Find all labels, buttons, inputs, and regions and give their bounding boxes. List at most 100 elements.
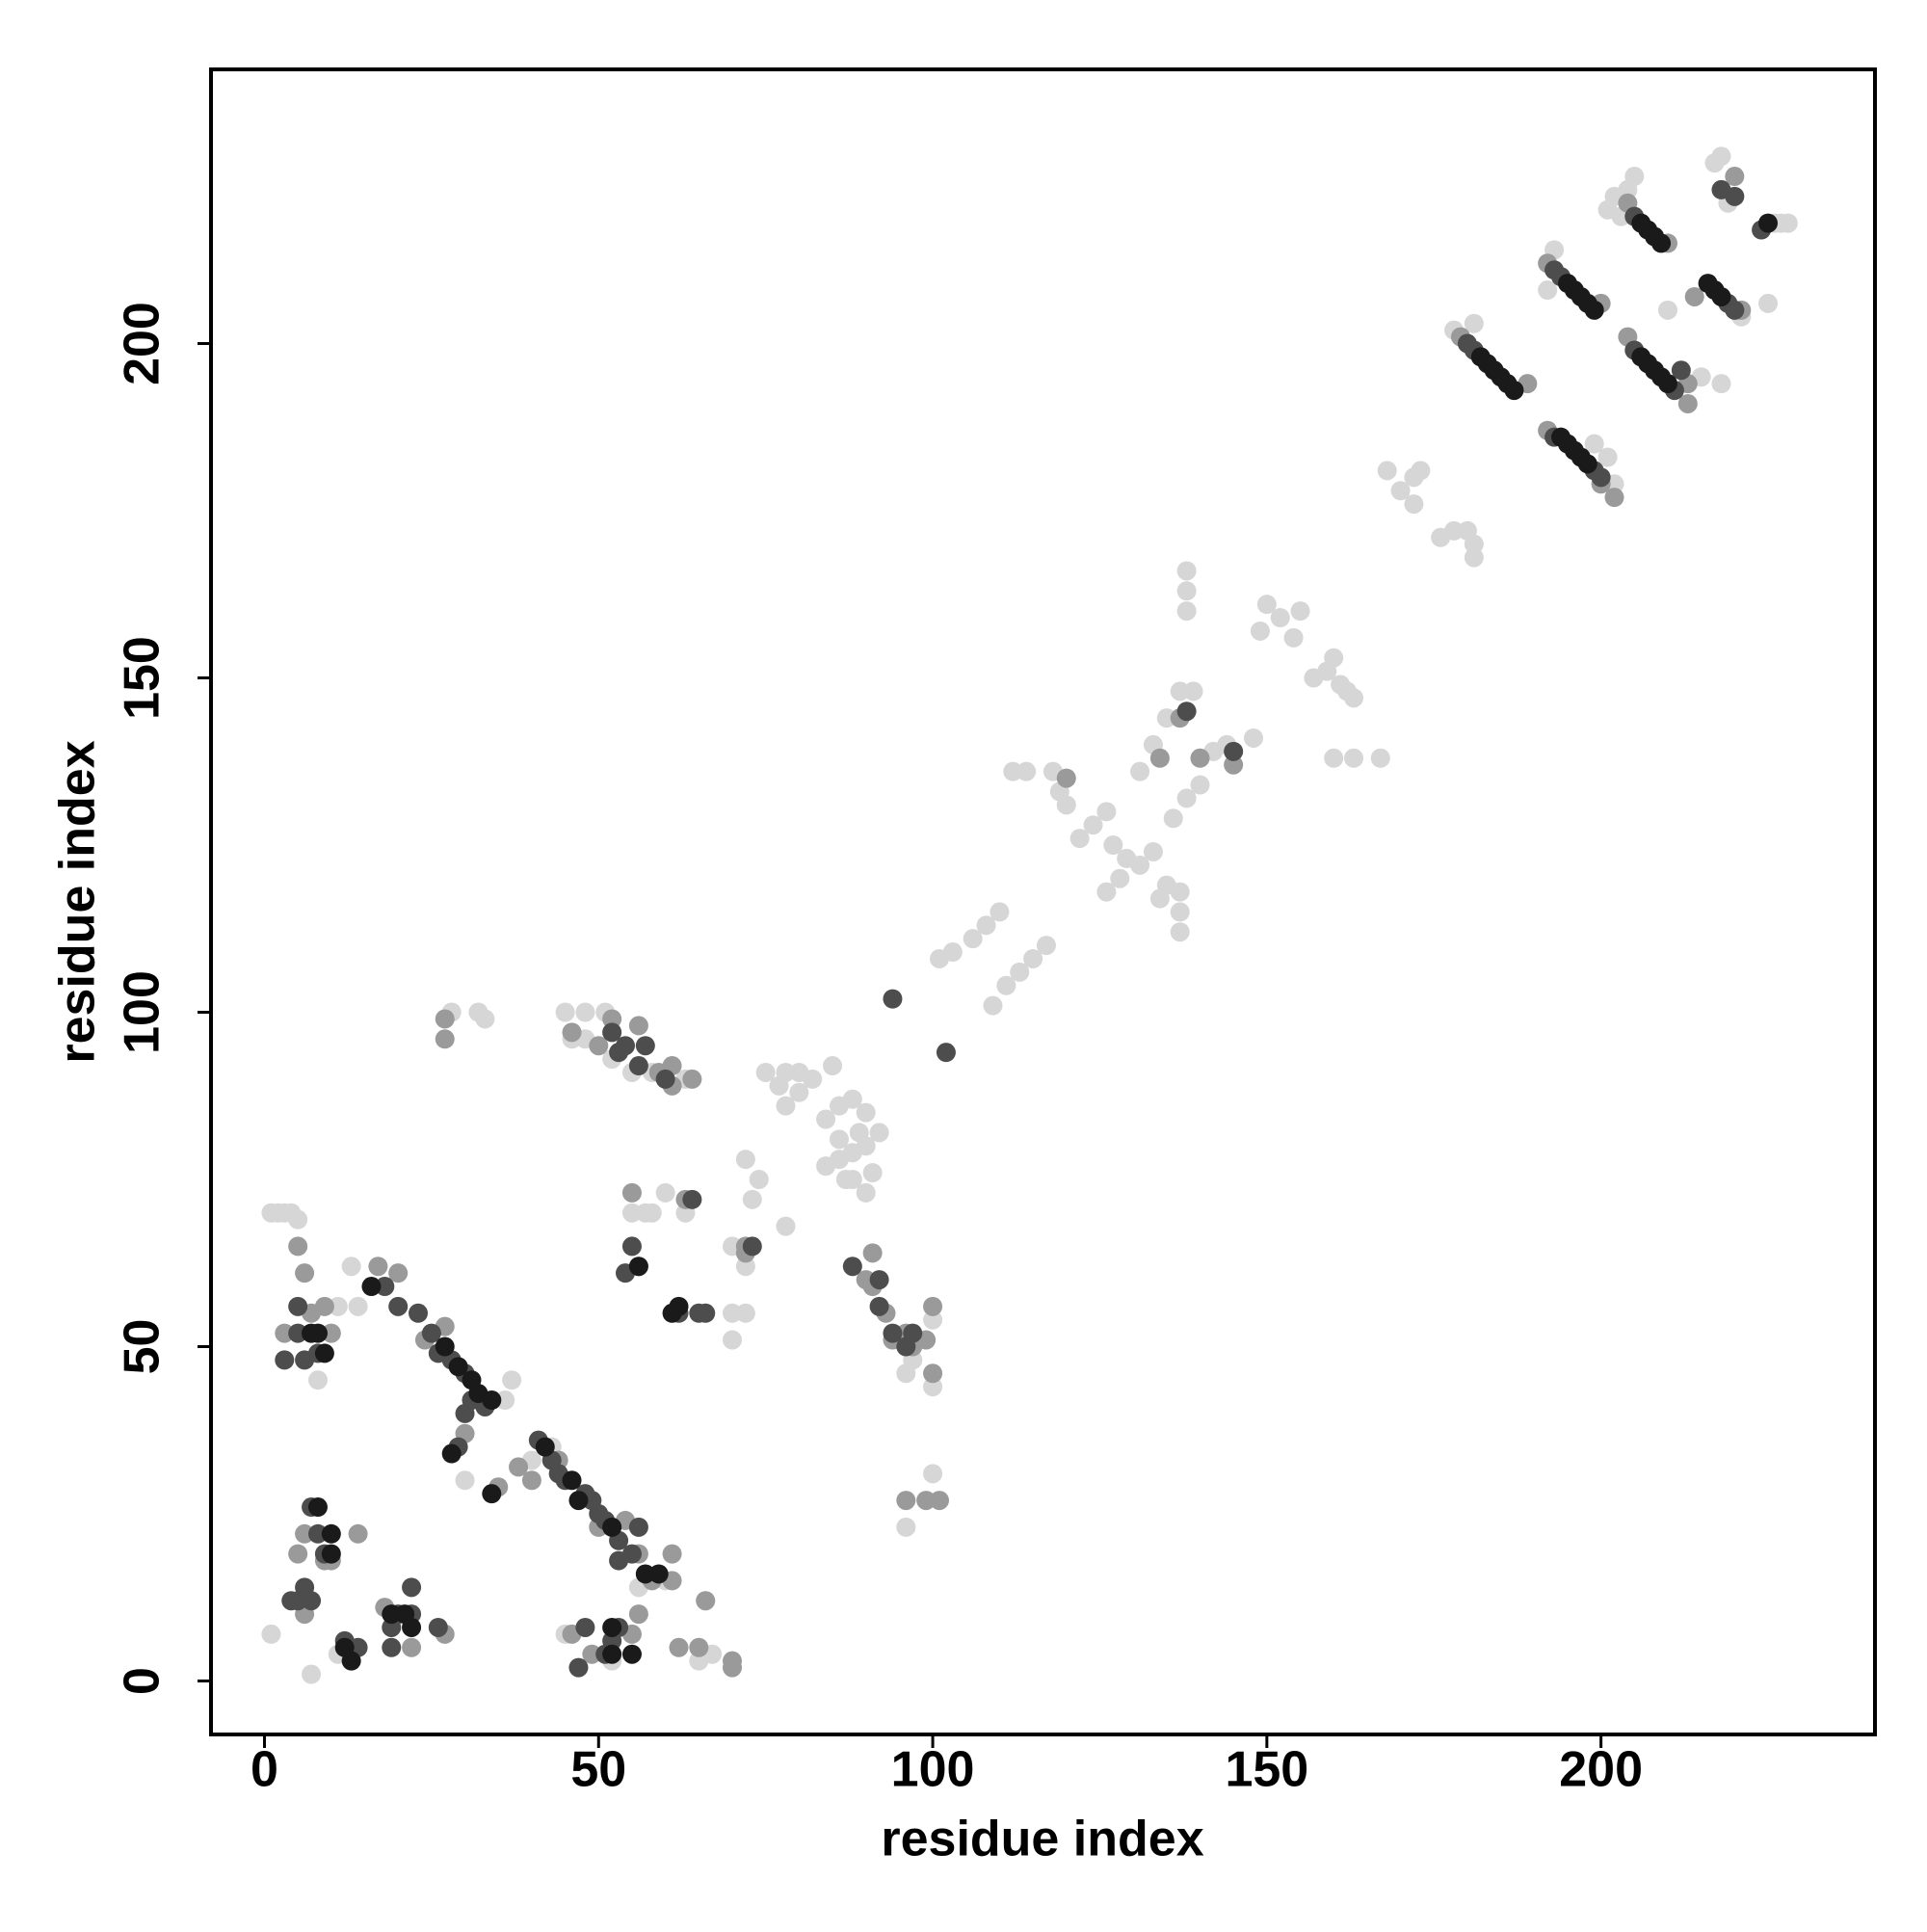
point	[388, 1263, 409, 1284]
point	[388, 1296, 409, 1316]
y-axis-title: residue index	[50, 740, 106, 1063]
point	[929, 1491, 949, 1511]
point	[1010, 962, 1030, 982]
y-tick-label: 150	[115, 636, 171, 720]
point	[669, 1637, 689, 1657]
point	[1176, 601, 1197, 622]
point	[883, 1323, 903, 1343]
point	[1778, 213, 1798, 233]
y-tick-label: 100	[115, 970, 171, 1054]
point	[916, 1491, 937, 1511]
point	[621, 1182, 642, 1203]
point	[1390, 481, 1411, 501]
point	[428, 1617, 448, 1637]
point	[1370, 748, 1390, 768]
point	[1584, 300, 1604, 320]
point	[635, 1036, 655, 1056]
point	[856, 1136, 876, 1156]
point	[575, 1617, 595, 1637]
point	[1283, 627, 1304, 648]
point	[1624, 167, 1645, 187]
point	[1324, 648, 1344, 668]
point	[535, 1437, 555, 1457]
point	[1176, 788, 1197, 808]
point	[1170, 902, 1190, 922]
point	[862, 1243, 883, 1263]
point	[1176, 701, 1197, 722]
point	[628, 1056, 648, 1076]
point	[321, 1544, 341, 1564]
point	[1711, 286, 1731, 306]
point	[1404, 494, 1424, 515]
point	[1344, 688, 1364, 708]
point	[1170, 882, 1190, 902]
point	[1096, 882, 1117, 902]
point	[288, 1236, 308, 1257]
point	[742, 1189, 762, 1209]
point	[307, 1523, 328, 1544]
point	[455, 1470, 475, 1491]
point	[862, 1163, 883, 1183]
point	[1411, 461, 1431, 481]
point	[602, 1617, 622, 1637]
point	[448, 1357, 468, 1377]
point	[589, 1036, 609, 1056]
x-tick-label: 50	[570, 1742, 626, 1798]
point	[1584, 434, 1604, 454]
point	[1130, 761, 1150, 781]
point	[314, 1343, 334, 1363]
point	[288, 1296, 308, 1316]
point	[1016, 761, 1037, 781]
point	[1170, 922, 1190, 942]
point	[696, 1303, 716, 1323]
point	[1190, 748, 1210, 768]
point	[1056, 795, 1076, 815]
point	[722, 1303, 742, 1323]
point	[435, 1337, 455, 1357]
point	[288, 1323, 308, 1343]
point	[275, 1350, 295, 1370]
point	[735, 1257, 755, 1277]
point	[976, 915, 996, 936]
point	[1464, 547, 1484, 568]
point	[655, 1069, 675, 1089]
point	[923, 1363, 943, 1384]
point	[923, 1464, 943, 1484]
point	[896, 1517, 916, 1537]
point	[302, 1664, 322, 1684]
point	[1464, 534, 1484, 554]
point	[502, 1370, 522, 1390]
point	[1023, 948, 1043, 968]
point	[1096, 802, 1117, 822]
point	[1190, 775, 1210, 795]
point	[321, 1323, 341, 1343]
point	[307, 1323, 328, 1343]
point	[696, 1591, 716, 1611]
point	[562, 1022, 582, 1043]
point	[842, 1089, 862, 1109]
point	[628, 1016, 648, 1036]
point	[435, 1029, 455, 1049]
point	[375, 1277, 395, 1297]
plot-frame	[209, 67, 1877, 1736]
point	[402, 1637, 422, 1657]
point	[609, 1043, 629, 1063]
point	[1758, 213, 1779, 233]
x-tick-label: 200	[1559, 1742, 1643, 1798]
point	[1725, 167, 1745, 187]
point	[648, 1564, 669, 1584]
point	[883, 989, 903, 1009]
point	[722, 1651, 742, 1671]
point	[742, 1236, 762, 1257]
point	[936, 1043, 956, 1063]
point	[1183, 681, 1203, 701]
point	[635, 1564, 655, 1584]
point	[348, 1296, 368, 1316]
point	[735, 1303, 755, 1323]
point	[475, 1009, 495, 1029]
point	[482, 1484, 502, 1504]
point	[1464, 313, 1484, 333]
point	[682, 1189, 702, 1209]
point	[495, 1390, 515, 1411]
point	[896, 1491, 916, 1511]
